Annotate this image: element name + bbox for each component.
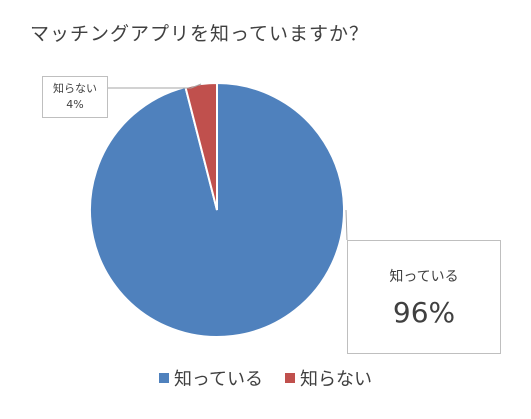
- legend-label-shiranai: 知らない: [300, 369, 373, 390]
- legend-swatch-shitteiru: [158, 373, 169, 383]
- data-label-shiranai: 知らない 4%: [42, 76, 108, 118]
- data-label-shitteiru-value: 96%: [392, 296, 456, 329]
- data-label-shitteiru: 知っている 96%: [347, 240, 501, 354]
- data-label-shiranai-category: 知らない: [53, 82, 97, 95]
- legend-swatch-shiranai: [285, 373, 296, 383]
- legend-item-shitteiru: 知っている: [158, 365, 264, 391]
- legend: 知っている 知らない: [0, 365, 531, 391]
- legend-label-shitteiru: 知っている: [173, 369, 264, 390]
- legend-item-shiranai: 知らない: [285, 365, 372, 391]
- chart-title: マッチングアプリを知っていますか？: [30, 23, 370, 45]
- leader-line-shiranai: [108, 83, 202, 89]
- data-label-shiranai-value: 4%: [66, 98, 84, 111]
- leader-line-shitteiru: [345, 209, 348, 241]
- data-label-shitteiru-category: 知っている: [389, 269, 459, 285]
